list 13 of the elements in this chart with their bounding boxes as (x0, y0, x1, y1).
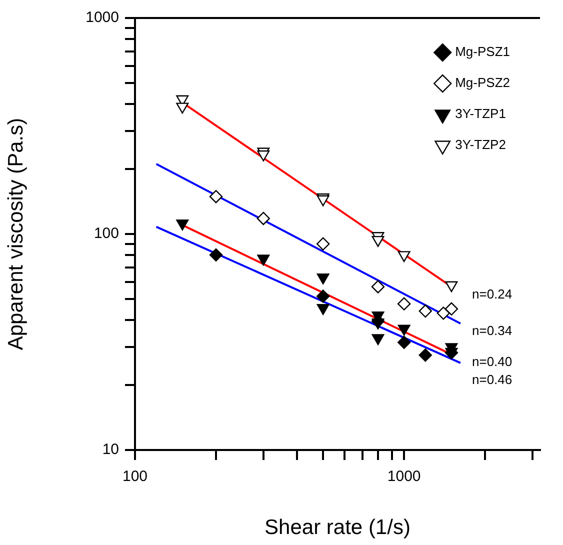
legend-label: 3Y-TZP1 (455, 106, 506, 122)
y-tick-label: 100 (94, 225, 119, 242)
y-tick-label: 10 (102, 441, 119, 458)
y-tick-label: 1000 (86, 9, 119, 26)
annotation: n=0.24 (472, 286, 512, 302)
legend-label: Mg-PSZ1 (455, 44, 510, 60)
annotation: n=0.40 (472, 354, 512, 370)
annotation: n=0.34 (472, 323, 512, 338)
x-axis-title: Shear rate (1/s) (264, 516, 410, 540)
y-axis-title: Apparent viscosity (Pa.s) (4, 118, 28, 350)
legend-label: 3Y-TZP2 (455, 137, 506, 152)
legend-label: Mg-PSZ2 (455, 75, 510, 90)
annotation: n=0.46 (472, 372, 512, 388)
